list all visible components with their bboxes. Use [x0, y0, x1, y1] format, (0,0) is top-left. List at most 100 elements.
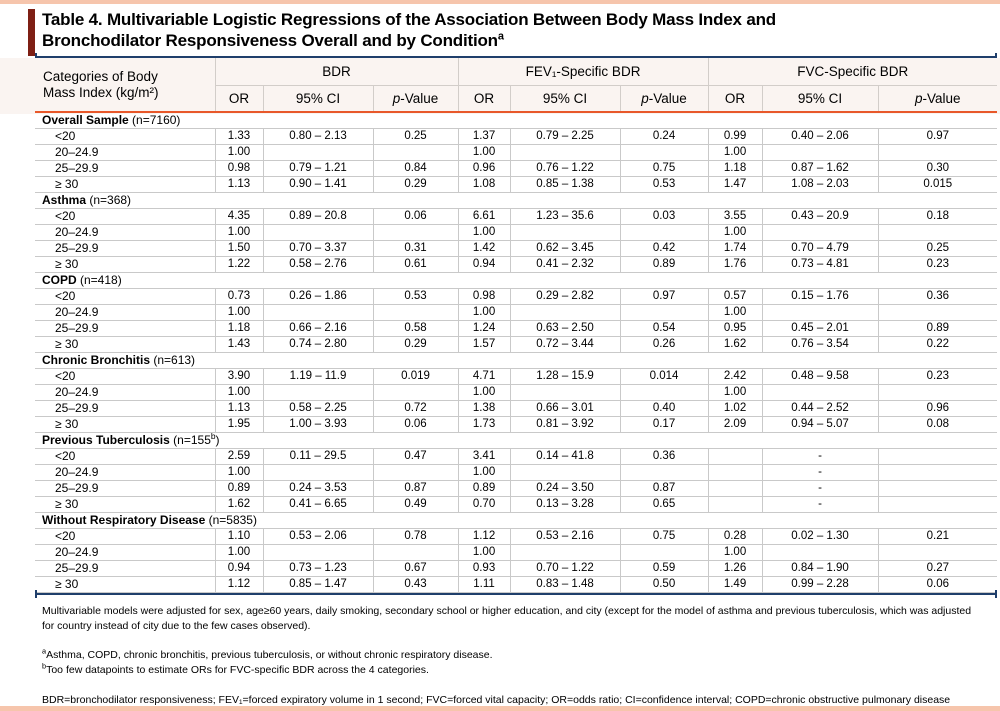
- bmi-category-cell: 20–24.9: [35, 223, 216, 241]
- value-cell: 0.48 – 9.58: [761, 367, 879, 385]
- value-cell: -: [761, 463, 879, 481]
- value-cell: 1.37: [457, 127, 511, 145]
- value-cell: 1.74: [707, 239, 763, 257]
- value-cell: 0.29: [372, 335, 459, 353]
- value-cell: 0.94: [457, 255, 511, 273]
- value-cell: 0.96: [457, 159, 511, 177]
- value-cell: 0.99: [707, 127, 763, 145]
- value-cell: 0.70 – 4.79: [761, 239, 879, 257]
- data-row: 25–29.9 0.98 0.79 – 1.21 0.84 0.96 0.76 – 1.2…: [35, 159, 998, 177]
- bmi-category-cell: 20–24.9: [35, 383, 216, 401]
- value-cell: [619, 303, 709, 321]
- value-cell: 1.47: [707, 175, 763, 193]
- subheader-pvalue: p-Value: [877, 85, 998, 113]
- value-cell: 1.00: [214, 383, 264, 401]
- bmi-category-cell: 25–29.9: [35, 479, 216, 497]
- value-cell: 1.22: [214, 255, 264, 273]
- bmi-category-cell: ≥ 30: [35, 255, 216, 273]
- data-row: <20 1.33 0.80 – 2.13 0.25 1.37 0.79 – 2.25 0.2…: [35, 127, 998, 145]
- value-cell: 1.00: [457, 143, 511, 161]
- data-row: <20 1.10 0.53 – 2.06 0.78 1.12 0.53 – 2.16 0.7…: [35, 527, 998, 545]
- section-header-row: Chronic Bronchitis (n=613): [35, 352, 997, 368]
- value-cell: [509, 143, 621, 161]
- section-header-row: Asthma (n=368): [35, 192, 997, 208]
- value-cell: 0.73 – 1.23: [262, 559, 374, 577]
- value-cell: 1.00: [707, 303, 763, 321]
- value-cell: 0.97: [619, 287, 709, 305]
- value-cell: [619, 383, 709, 401]
- value-cell: 0.85 – 1.38: [509, 175, 621, 193]
- value-cell: 1.62: [214, 495, 264, 513]
- bmi-category-cell: <20: [35, 527, 216, 545]
- table-top-rule: [35, 53, 997, 61]
- value-cell: 1.76: [707, 255, 763, 273]
- bmi-category-cell: ≥ 30: [35, 415, 216, 433]
- value-cell: 0.41 – 6.65: [262, 495, 374, 513]
- value-cell: 1.02: [707, 399, 763, 417]
- value-cell: 0.014: [619, 367, 709, 385]
- bmi-category-cell: <20: [35, 207, 216, 225]
- value-cell: 0.43: [372, 575, 459, 593]
- value-cell: 0.94 – 5.07: [761, 415, 879, 433]
- adjustment-note: Multivariable models were adjusted for s…: [42, 604, 972, 632]
- value-cell: 2.59: [214, 447, 264, 465]
- section-header-row: COPD (n=418): [35, 272, 997, 288]
- value-cell: 1.00: [214, 303, 264, 321]
- group-header-fev1-bdr: FEV₁-Specific BDR: [457, 58, 709, 86]
- value-cell: [619, 223, 709, 241]
- value-cell: 0.41 – 2.32: [509, 255, 621, 273]
- value-cell: -: [761, 447, 879, 465]
- value-cell: 0.89: [877, 319, 998, 337]
- value-cell: 0.42: [619, 239, 709, 257]
- value-cell: 0.45 – 2.01: [761, 319, 879, 337]
- value-cell: 0.72 – 3.44: [509, 335, 621, 353]
- value-cell: [707, 463, 763, 481]
- page-edge-strip-bottom: [0, 706, 1000, 711]
- value-cell: [761, 303, 879, 321]
- value-cell: 1.38: [457, 399, 511, 417]
- value-cell: 0.40: [619, 399, 709, 417]
- data-row: 25–29.9 0.94 0.73 – 1.23 0.67 0.93 0.70 – 1.2…: [35, 559, 998, 577]
- value-cell: 1.00: [214, 463, 264, 481]
- value-cell: [372, 463, 459, 481]
- value-cell: [509, 383, 621, 401]
- value-cell: 0.87: [372, 479, 459, 497]
- value-cell: 1.00: [707, 383, 763, 401]
- value-cell: 0.40 – 2.06: [761, 127, 879, 145]
- value-cell: 0.06: [877, 575, 998, 593]
- value-cell: 0.58: [372, 319, 459, 337]
- value-cell: 4.35: [214, 207, 264, 225]
- value-cell: 0.98: [214, 159, 264, 177]
- bmi-category-cell: 25–29.9: [35, 159, 216, 177]
- value-cell: 0.79 – 2.25: [509, 127, 621, 145]
- value-cell: 1.00: [457, 383, 511, 401]
- value-cell: 1.95: [214, 415, 264, 433]
- value-cell: 0.76 – 3.54: [761, 335, 879, 353]
- value-cell: 0.17: [619, 415, 709, 433]
- section-title: COPD (n=418): [42, 273, 122, 287]
- value-cell: 1.49: [707, 575, 763, 593]
- value-cell: 1.43: [214, 335, 264, 353]
- value-cell: [509, 223, 621, 241]
- value-cell: 0.66 – 3.01: [509, 399, 621, 417]
- value-cell: 0.49: [372, 495, 459, 513]
- value-cell: 0.96: [877, 399, 998, 417]
- value-cell: 0.24 – 3.53: [262, 479, 374, 497]
- value-cell: 0.29 – 2.82: [509, 287, 621, 305]
- subheader-or: OR: [214, 85, 264, 113]
- value-cell: [877, 383, 998, 401]
- value-cell: 0.83 – 1.48: [509, 575, 621, 593]
- value-cell: 1.00: [707, 143, 763, 161]
- value-cell: [372, 143, 459, 161]
- value-cell: 1.57: [457, 335, 511, 353]
- value-cell: 0.18: [877, 207, 998, 225]
- value-cell: 0.85 – 1.47: [262, 575, 374, 593]
- data-row: 20–24.9 1.00 1.00 1.00: [35, 223, 998, 241]
- value-cell: 0.90 – 1.41: [262, 175, 374, 193]
- value-cell: 0.75: [619, 527, 709, 545]
- bmi-category-cell: <20: [35, 287, 216, 305]
- value-cell: 0.80 – 2.13: [262, 127, 374, 145]
- value-cell: 1.08: [457, 175, 511, 193]
- value-cell: 0.76 – 1.22: [509, 159, 621, 177]
- data-row: 25–29.9 1.50 0.70 – 3.37 0.31 1.42 0.62 – 3.4…: [35, 239, 998, 257]
